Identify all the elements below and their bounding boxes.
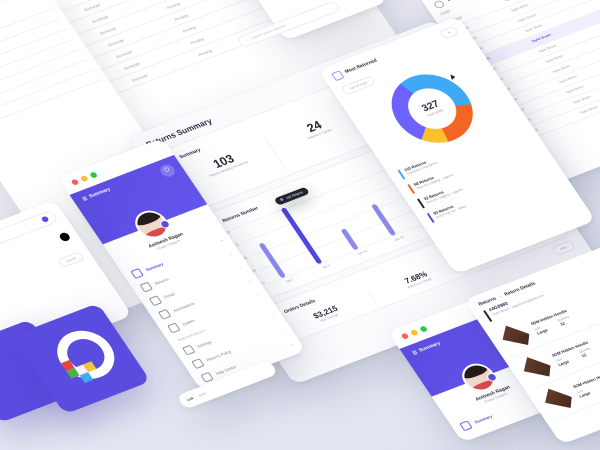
help-icon (200, 371, 214, 383)
chart-bar[interactable] (370, 203, 396, 237)
check-icon (40, 215, 50, 223)
cart-icon (166, 322, 181, 333)
bolt-icon (157, 308, 172, 320)
search-icon: ⌕ (245, 37, 250, 42)
sidebar-item-label: Portal (162, 291, 176, 300)
logout-icon[interactable]: ⏻ (157, 162, 178, 179)
brand-bars-icon: ||| (81, 196, 89, 203)
most-returned-range-select[interactable]: ▾ (439, 25, 460, 40)
product-image (496, 320, 535, 351)
sidebar-item-label: Orders (180, 317, 196, 327)
footer-filter-label: Filter (559, 245, 569, 252)
sidebar-item-label: Summary (144, 261, 165, 272)
chevron-right-icon: › (229, 252, 233, 256)
sidebar-item-label: Summary (473, 413, 493, 425)
chart-bar[interactable] (280, 206, 323, 265)
brand-label-2: Summary (418, 341, 442, 354)
cursor-pointer-icon (450, 74, 457, 80)
summary-section-label: Summary (178, 147, 202, 160)
grid-icon (130, 267, 144, 279)
sidebar-item-label: Returns (153, 276, 170, 286)
most-returned-icon (330, 69, 345, 81)
doc-icon (190, 357, 205, 369)
chevron-right-icon: › (256, 293, 261, 297)
chevron-right-icon: › (271, 315, 276, 319)
product-image (517, 352, 556, 383)
chevron-right-icon: › (290, 342, 294, 347)
gear-icon (181, 344, 196, 356)
footer-filter-button[interactable]: Filter (550, 240, 577, 257)
chevron-right-icon: › (238, 265, 242, 270)
sidebar-item-label: Settings (195, 338, 213, 349)
chart-bar[interactable] (258, 242, 287, 279)
brand-bars-icon-2: ||| (411, 350, 419, 357)
grid-icon (458, 419, 473, 431)
chart-bar[interactable] (340, 227, 360, 251)
product-image (538, 383, 577, 414)
box-icon (139, 281, 153, 293)
most-returned-title: Most Returned (343, 58, 379, 75)
chevron-right-icon: › (220, 238, 224, 243)
save-button[interactable]: Save (197, 391, 207, 398)
chevron-right-icon: › (247, 279, 251, 284)
cancel-label: Cancel (65, 256, 78, 264)
window-icon (148, 294, 162, 306)
breadcrumb-separator: › (498, 294, 503, 300)
link-button[interactable]: Link (185, 396, 195, 402)
chevron-right-icon: › (280, 328, 285, 333)
most-returned-range-label: Last 30 Days (348, 80, 369, 91)
chevron-down-icon: ▾ (447, 30, 452, 35)
brand-label: Summary (88, 187, 112, 200)
color-swatch[interactable] (57, 231, 72, 243)
